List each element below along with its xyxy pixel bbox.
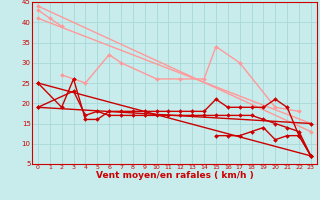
X-axis label: Vent moyen/en rafales ( km/h ): Vent moyen/en rafales ( km/h ): [96, 171, 253, 180]
